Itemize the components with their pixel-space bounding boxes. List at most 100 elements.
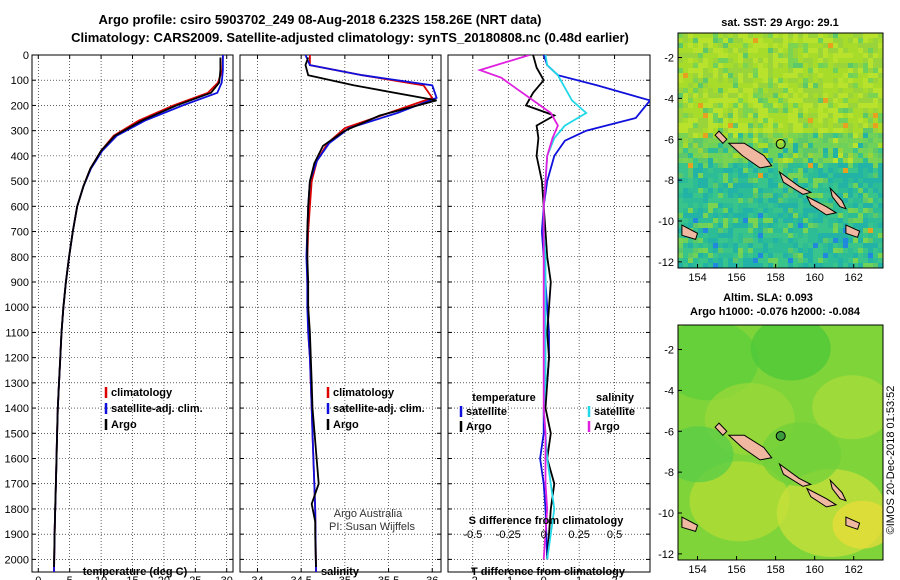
sst-cell bbox=[843, 43, 849, 49]
sst-cell bbox=[748, 133, 754, 139]
sst-cell bbox=[788, 233, 794, 239]
sst-cell bbox=[703, 88, 709, 94]
sst-cell bbox=[848, 253, 854, 259]
island-shape bbox=[829, 478, 847, 502]
sst-cell bbox=[833, 233, 839, 239]
sst-cell bbox=[683, 218, 689, 224]
sst-cell bbox=[793, 43, 799, 49]
sst-cell bbox=[748, 188, 754, 194]
sst-cell bbox=[733, 238, 739, 244]
sst-cell bbox=[878, 178, 883, 184]
sst-cell bbox=[678, 203, 684, 209]
sst-cell bbox=[688, 188, 694, 194]
sst-cell bbox=[723, 193, 729, 199]
sst-cell bbox=[813, 83, 819, 89]
sst-cell bbox=[698, 43, 704, 49]
sst-cell bbox=[808, 233, 814, 239]
sst-cell bbox=[828, 48, 834, 54]
sst-cell bbox=[678, 73, 684, 79]
sst-cell bbox=[783, 123, 789, 129]
sst-cell bbox=[678, 58, 684, 64]
sst-cell bbox=[873, 188, 879, 194]
sst-cell bbox=[723, 243, 729, 249]
sst-cell bbox=[738, 258, 744, 264]
sst-cell bbox=[843, 183, 849, 189]
sst-cell bbox=[768, 78, 774, 84]
sst-cell bbox=[803, 238, 809, 244]
sst-cell bbox=[758, 253, 764, 259]
series-line-argo-salinity- bbox=[477, 55, 559, 560]
sst-cell bbox=[718, 103, 724, 109]
sst-cell bbox=[863, 43, 869, 49]
sst-cell bbox=[763, 48, 769, 54]
sst-cell bbox=[863, 78, 869, 84]
sst-cell bbox=[818, 133, 824, 139]
sst-cell bbox=[823, 158, 829, 164]
sst-cell bbox=[788, 38, 794, 44]
sst-cell bbox=[818, 238, 824, 244]
sst-cell bbox=[813, 178, 819, 184]
sst-cell bbox=[688, 253, 694, 259]
sst-cell bbox=[853, 58, 859, 64]
sst-cell bbox=[833, 93, 839, 99]
sst-cell bbox=[713, 263, 719, 268]
sst-cell bbox=[818, 108, 824, 114]
sst-cell bbox=[878, 163, 883, 169]
sst-cell bbox=[878, 88, 883, 94]
sst-cell bbox=[778, 78, 784, 84]
sst-cell bbox=[873, 238, 879, 244]
sst-cell bbox=[813, 228, 819, 234]
sst-cell bbox=[798, 193, 804, 199]
sst-cell bbox=[853, 248, 859, 254]
sst-cell bbox=[813, 53, 819, 59]
sst-cell bbox=[868, 223, 874, 229]
sst-cell bbox=[678, 103, 684, 109]
sst-cell bbox=[693, 153, 699, 159]
sst-cell bbox=[838, 223, 844, 229]
sst-cell bbox=[778, 133, 784, 139]
sst-cell bbox=[828, 153, 834, 159]
sst-cell bbox=[773, 88, 779, 94]
sst-cell bbox=[698, 203, 704, 209]
sst-cell bbox=[848, 163, 854, 169]
map-frame bbox=[677, 324, 884, 561]
sst-cell bbox=[733, 198, 739, 204]
sst-cell bbox=[743, 158, 749, 164]
sst-cell bbox=[703, 83, 709, 89]
sst-cell bbox=[743, 248, 749, 254]
sst-cell bbox=[813, 123, 819, 129]
sst-cell bbox=[818, 233, 824, 239]
sst-cell bbox=[833, 138, 839, 144]
sst-cell bbox=[843, 148, 849, 154]
sst-cell bbox=[683, 193, 689, 199]
sst-cell bbox=[718, 73, 724, 79]
sst-cell bbox=[733, 93, 739, 99]
sst-cell bbox=[718, 213, 724, 219]
sst-cell bbox=[858, 193, 864, 199]
sst-cell bbox=[858, 173, 864, 179]
sst-cell bbox=[693, 208, 699, 214]
sst-cell bbox=[693, 103, 699, 109]
sst-cell bbox=[778, 213, 784, 219]
sst-cell bbox=[763, 188, 769, 194]
sst-cell bbox=[853, 153, 859, 159]
sst-cell bbox=[853, 183, 859, 189]
sst-cell bbox=[733, 133, 739, 139]
sst-cell bbox=[788, 173, 794, 179]
sst-cell bbox=[723, 33, 729, 39]
sst-cell bbox=[803, 168, 809, 174]
sst-cell bbox=[828, 43, 834, 49]
sst-cell bbox=[763, 123, 769, 129]
sst-cell bbox=[768, 228, 774, 234]
sst-cell bbox=[863, 248, 869, 254]
sst-cell bbox=[763, 138, 769, 144]
sst-cell bbox=[723, 213, 729, 219]
sst-cell bbox=[868, 128, 874, 134]
y-tick-label: 1100 bbox=[5, 327, 29, 339]
sst-cell bbox=[708, 88, 714, 94]
sst-cell bbox=[693, 178, 699, 184]
sst-cell bbox=[868, 43, 874, 49]
sst-cell bbox=[858, 128, 864, 134]
sst-cell bbox=[728, 143, 734, 149]
sst-cell bbox=[778, 138, 784, 144]
